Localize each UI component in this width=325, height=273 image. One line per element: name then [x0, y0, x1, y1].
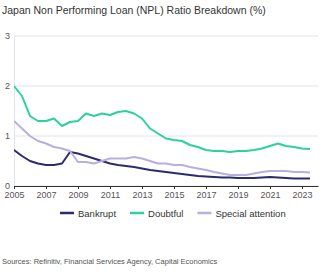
source: Sources: Refinitiv, Financial Services A… — [2, 257, 217, 266]
y-axis-line — [14, 37, 15, 187]
legend-label: Bankrupt — [78, 208, 116, 219]
grid — [14, 36, 318, 186]
x-tick-mark — [78, 186, 79, 189]
y-axis: 0123 — [5, 31, 15, 191]
x-tick: 2007 — [36, 186, 56, 200]
y-tick: 3 — [5, 31, 14, 41]
x-tick: 2011 — [101, 186, 120, 200]
grid-line — [14, 86, 318, 87]
x-tick: 2019 — [228, 186, 248, 200]
y-tick: 1 — [5, 131, 14, 141]
x-axis-line — [15, 186, 319, 187]
x-tick-mark — [142, 186, 143, 189]
grid-line — [14, 186, 318, 187]
legend-item: Special attention — [197, 208, 285, 219]
x-tick: 2013 — [132, 186, 152, 200]
x-tick: 2021 — [260, 186, 280, 200]
series-line — [14, 86, 310, 152]
legend-item: Doubtful — [130, 208, 183, 219]
series-line — [14, 121, 310, 175]
x-tick: 2015 — [164, 186, 184, 200]
x-tick: 2009 — [68, 186, 88, 200]
lines — [14, 86, 310, 179]
y-tick-label: 3 — [5, 31, 10, 41]
legend-swatch — [197, 212, 211, 215]
x-tick-mark — [270, 186, 271, 189]
x-tick-label: 2019 — [228, 190, 248, 200]
x-tick-label: 2007 — [36, 190, 56, 200]
x-tick-mark — [174, 186, 175, 189]
x-tick-label: 2013 — [132, 190, 152, 200]
x-axis: 2005 2007 2009 2011 2013 2015 2017 2019 2021 2023 — [4, 186, 318, 200]
x-tick: 2005 — [4, 186, 24, 200]
x-tick-mark — [46, 186, 47, 189]
grid-line — [14, 36, 318, 37]
title: Japan Non Performing Loan (NPL) Ratio Br… — [2, 4, 266, 16]
y-tick-label: 1 — [5, 131, 10, 141]
x-tick-label: 2009 — [68, 190, 88, 200]
legend: Bankrupt Doubtful Special attention — [60, 208, 286, 219]
x-tick-mark — [302, 186, 303, 189]
y-tick-label: 2 — [5, 81, 10, 91]
legend-swatch — [130, 212, 144, 215]
x-tick-mark — [110, 186, 111, 189]
legend-label: Special attention — [215, 208, 285, 219]
x-tick-label: 2011 — [101, 190, 120, 200]
grid-line — [14, 136, 318, 137]
x-tick-label: 2017 — [196, 190, 216, 200]
chart: Japan Non Performing Loan (NPL) Ratio Br… — [0, 0, 325, 273]
x-tick-mark — [14, 186, 15, 189]
y-tick: 2 — [5, 81, 14, 91]
legend-item: Bankrupt — [60, 208, 116, 219]
x-tick: 2023 — [292, 186, 312, 200]
x-tick-label: 2023 — [292, 190, 312, 200]
x-tick-label: 2005 — [4, 190, 24, 200]
x-tick-mark — [238, 186, 239, 189]
x-tick-mark — [206, 186, 207, 189]
x-tick-label: 2021 — [260, 190, 280, 200]
legend-label: Doubtful — [148, 208, 183, 219]
x-tick: 2017 — [196, 186, 216, 200]
legend-swatch — [60, 212, 74, 215]
x-tick-label: 2015 — [164, 190, 184, 200]
